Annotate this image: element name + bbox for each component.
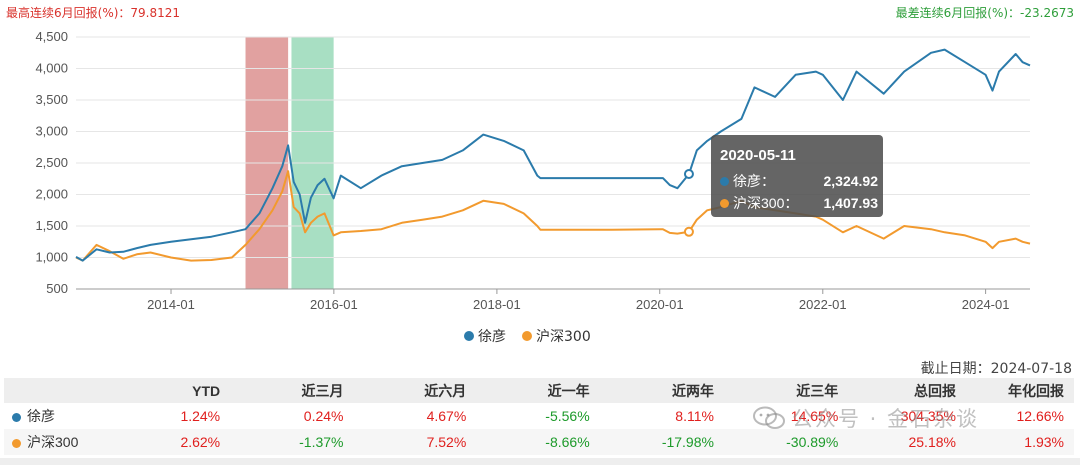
tooltip-index-value: 1,407.93: [823, 195, 879, 211]
table-cell: 1.24%: [180, 408, 221, 424]
x-tick-label: 2022-01: [799, 297, 847, 312]
y-tick-label: 2,000: [35, 187, 68, 202]
table-cell: -5.56%: [545, 408, 590, 424]
row-name-fund: 徐彦: [4, 403, 114, 429]
table-header-cell: 总回报: [848, 378, 966, 403]
tooltip-fund-dot: [720, 176, 729, 186]
table-header-cell: 近三月: [230, 378, 354, 403]
bottom-strip: [0, 458, 1080, 465]
tooltip-index-label: 沪深300：: [733, 195, 799, 211]
fund-legend-dot: [464, 331, 474, 341]
tooltip-index-dot: [720, 198, 729, 208]
tooltip-row-fund: 徐彦： 2,324.92: [720, 171, 878, 191]
worst-6m-return: 最差连续6月回报(%)：-23.2673: [895, 6, 1074, 20]
table-cell: 7.52%: [353, 429, 477, 455]
table-header-cell: [4, 378, 115, 403]
table-cell: 2.62%: [114, 429, 231, 455]
wechat-icon: [753, 406, 785, 429]
y-tick-label: 3,000: [35, 124, 68, 139]
table-header-cell: 近两年: [599, 378, 724, 403]
tooltip-fund-label: 徐彦：: [733, 173, 775, 189]
fund-hover-marker: [683, 169, 694, 180]
x-tick-label: 2020-01: [636, 297, 684, 312]
table-row: 徐彦 1.24% 0.24% 4.67% -5.56% 8.11% 14.65%…: [4, 403, 1074, 429]
nav-line-chart[interactable]: 500 1,000 1,500 2,000 2,500 3,000 3,500 4,000 4,…: [0, 0, 1080, 320]
x-tick-label: 2024-01: [962, 297, 1010, 312]
y-tick-label: 4,500: [35, 29, 68, 44]
table-header-cell: 近六月: [353, 378, 477, 403]
table-header-cell: 近三年: [723, 378, 849, 403]
returns-table: YTD 近三月 近六月 近一年 近两年 近三年 总回报 年化回报 徐彦 1.24…: [4, 378, 1074, 455]
tooltip-date: 2020-05-11: [720, 147, 796, 164]
y-tick-label: 1,500: [35, 218, 68, 233]
row-name-index: 沪深300: [4, 429, 115, 455]
table-header-cell: YTD: [114, 378, 231, 403]
table-cell: 14.65%: [790, 408, 839, 424]
table-header-row: YTD 近三月 近六月 近一年 近两年 近三年 总回报 年化回报: [4, 378, 1074, 403]
y-tick-label: 2,500: [35, 155, 68, 170]
index-row-dot: [12, 439, 21, 448]
table-cell: -30.89%: [723, 429, 849, 455]
best-6m-return: 最高连续6月回报(%)：79.8121: [6, 6, 181, 20]
index-series-line: [75, 170, 1031, 262]
table-cell: 0.24%: [303, 408, 344, 424]
y-tick-label: 500: [46, 281, 68, 296]
table-header-cell: 近一年: [476, 378, 600, 403]
table-row: 沪深300 2.62% -1.37% 7.52% -8.66% -17.98% …: [4, 429, 1074, 455]
legend-fund-label: 徐彦: [478, 329, 506, 345]
chart-tooltip: 2020-05-11 徐彦： 2,324.92 沪深300： 1,407.93: [711, 135, 883, 217]
fund-series-line: [75, 48, 1031, 262]
table-cell: 4.67%: [426, 408, 467, 424]
table-cell: 8.11%: [675, 408, 714, 424]
table-cell: 25.18%: [848, 429, 966, 455]
fund-row-dot: [12, 413, 21, 422]
y-tick-label: 4,000: [35, 61, 68, 76]
chart-legend[interactable]: 徐彦 沪深300: [464, 326, 591, 346]
tooltip-fund-value: 2,324.92: [823, 173, 879, 189]
legend-item-index[interactable]: 沪深300: [522, 326, 591, 346]
table-cell: -8.66%: [476, 429, 600, 455]
index-name: 沪深300: [27, 434, 79, 450]
watermark-text: 公众号 · 金石杂谈: [792, 407, 980, 431]
legend-index-label: 沪深300: [536, 329, 591, 345]
fund-name: 徐彦: [27, 408, 55, 424]
x-tick-label: 2016-01: [310, 297, 358, 312]
table-cell: -17.98%: [599, 429, 724, 455]
x-tick-label: 2014-01: [147, 297, 195, 312]
watermark: 公众号 · 金石杂谈: [752, 403, 979, 433]
index-hover-marker: [683, 226, 694, 237]
table-cell: 304.35%: [900, 408, 956, 424]
table-cell: 12.66%: [1016, 408, 1064, 424]
index-legend-dot: [522, 331, 532, 341]
table-header-cell: 年化回报: [965, 378, 1074, 403]
y-tick-label: 3,500: [35, 92, 68, 107]
table-cell: -1.37%: [230, 429, 354, 455]
x-tick-label: 2018-01: [473, 297, 521, 312]
as-of-date: 截止日期：2024-07-18: [920, 361, 1072, 377]
legend-item-fund[interactable]: 徐彦: [464, 326, 506, 346]
tooltip-row-index: 沪深300： 1,407.93: [720, 193, 878, 213]
table-cell: 1.93%: [965, 429, 1074, 455]
y-tick-label: 1,000: [35, 250, 68, 265]
